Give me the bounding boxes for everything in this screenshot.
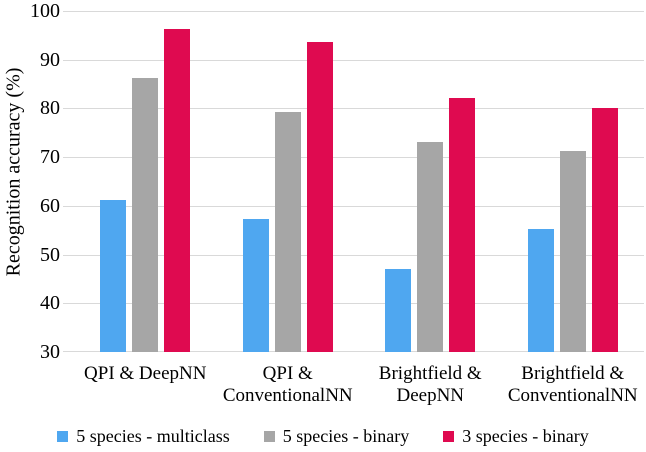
y-tick-label: 60 — [40, 194, 60, 217]
legend-item: 3 species - binary — [443, 426, 589, 447]
bar-3-species-binary — [164, 29, 191, 352]
y-tick-label: 40 — [40, 292, 60, 315]
x-axis-label-line: Brightfield & — [521, 363, 625, 384]
y-tick-label: 90 — [40, 48, 60, 71]
legend-swatch-icon — [263, 431, 275, 442]
bar-group — [359, 11, 502, 352]
bar-5-species-binary — [132, 78, 159, 352]
gridline — [63, 60, 644, 61]
x-axis-label-line: QPI & — [262, 363, 313, 384]
legend-item: 5 species - multiclass — [57, 426, 230, 447]
legend: 5 species - multiclass 5 species - binary… — [0, 426, 646, 447]
gridline — [63, 303, 644, 304]
legend-swatch-icon — [443, 431, 455, 442]
x-axis-label-line: Brightfield & — [378, 363, 482, 384]
x-axis-label-line: QPI & DeepNN — [84, 363, 207, 384]
x-axis-label: Brightfield & DeepNN — [359, 363, 502, 407]
gridline — [63, 206, 644, 207]
gridline — [63, 108, 644, 109]
legend-label: 3 species - binary — [462, 426, 589, 446]
bar-5-species-multiclass — [385, 269, 412, 352]
gridline — [63, 351, 644, 352]
bar-3-species-binary — [449, 98, 476, 352]
bar-3-species-binary — [591, 108, 618, 352]
y-tick-label: 30 — [40, 341, 60, 363]
x-axis-labels: QPI & DeepNN QPI & ConventionalNN Brightfie… — [65, 363, 644, 407]
x-axis-label-line: DeepNN — [396, 385, 465, 406]
y-tick-label: 100 — [30, 0, 60, 22]
bar-group — [502, 11, 645, 352]
bar-3-species-binary — [306, 42, 333, 352]
bar-5-species-binary — [559, 151, 586, 352]
bar-5-species-binary — [274, 112, 301, 352]
bar-group — [217, 11, 360, 352]
x-axis-label: QPI & ConventionalNN — [217, 363, 360, 407]
legend-label: 5 species - multiclass — [76, 426, 230, 446]
plot-area — [63, 11, 644, 352]
gridline — [63, 157, 644, 158]
bar-groups — [65, 11, 644, 352]
bar-5-species-multiclass — [100, 200, 127, 352]
x-axis-label: Brightfield & ConventionalNN — [502, 363, 645, 407]
legend-swatch-icon — [57, 431, 69, 442]
bar-5-species-multiclass — [242, 219, 269, 352]
bar-5-species-multiclass — [527, 229, 554, 352]
y-tick-label: 80 — [40, 97, 60, 120]
legend-item: 5 species - binary — [263, 426, 410, 447]
legend-label: 5 species - binary — [282, 426, 410, 446]
y-tick-label: 70 — [40, 146, 60, 169]
bar-group — [74, 11, 217, 352]
y-tick-label: 50 — [40, 243, 60, 266]
x-axis-label: QPI & DeepNN — [74, 363, 217, 407]
x-axis-label-line: ConventionalNN — [507, 385, 638, 406]
gridline — [63, 11, 644, 12]
x-axis-label-line: ConventionalNN — [222, 385, 353, 406]
bar-5-species-binary — [417, 142, 444, 352]
gridline — [63, 255, 644, 256]
